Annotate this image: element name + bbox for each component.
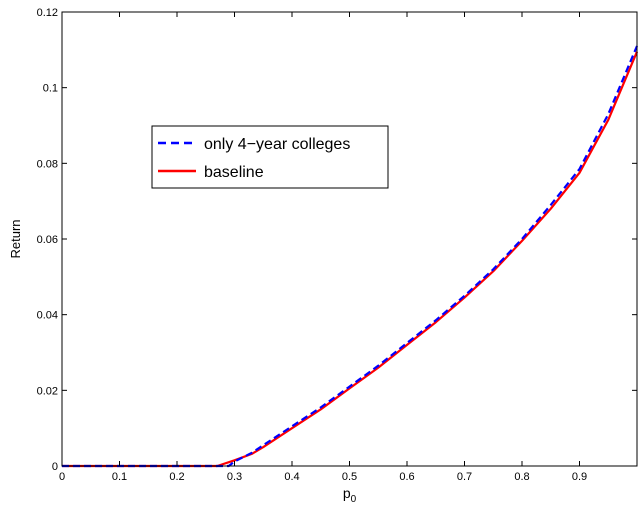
x-tick-label: 0 bbox=[59, 471, 65, 483]
y-tick-label: 0.06 bbox=[37, 234, 58, 246]
y-tick-label: 0.08 bbox=[37, 158, 58, 170]
series-line-only-4-year-colleges bbox=[62, 45, 639, 468]
x-tick-label: 0.8 bbox=[514, 471, 529, 483]
x-axis-label-main: p bbox=[343, 485, 351, 501]
ticks-layer: 0 0.1 0.2 0.3 0.4 0.5 0.6 0.7 0.8 0.9 0 0.02 0.04 0.0… bbox=[37, 7, 637, 483]
legend-label: only 4−year colleges bbox=[204, 136, 350, 153]
y-tick-label: 0 bbox=[52, 461, 58, 473]
series-layer bbox=[62, 45, 639, 468]
x-tick-label: 0.6 bbox=[399, 471, 414, 483]
y-tick-label: 0.04 bbox=[37, 310, 58, 322]
x-tick-label: 0.4 bbox=[284, 471, 299, 483]
x-tick-label: 0.3 bbox=[227, 471, 242, 483]
y-axis-label: Return bbox=[8, 219, 23, 258]
legend: only 4−year colleges baseline bbox=[151, 125, 389, 189]
y-tick-label: 0.1 bbox=[43, 83, 58, 95]
x-axis-label-subscript: 0 bbox=[351, 494, 357, 505]
plot-frame bbox=[61, 11, 638, 467]
x-tick-label: 0.5 bbox=[342, 471, 357, 483]
series-line-baseline bbox=[62, 51, 639, 468]
y-tick-label: 0.02 bbox=[37, 385, 58, 397]
x-tick-label: 0.7 bbox=[457, 471, 472, 483]
x-tick-label: 0.9 bbox=[572, 471, 587, 483]
legend-label: baseline bbox=[204, 164, 264, 181]
legend-box bbox=[151, 125, 389, 189]
x-tick-label: 0.1 bbox=[112, 471, 127, 483]
legend-entries: only 4−year colleges baseline bbox=[158, 136, 350, 181]
x-axis-label: p0 bbox=[343, 485, 357, 505]
y-tick-label: 0.12 bbox=[37, 7, 58, 19]
x-tick-label: 0.2 bbox=[169, 471, 184, 483]
